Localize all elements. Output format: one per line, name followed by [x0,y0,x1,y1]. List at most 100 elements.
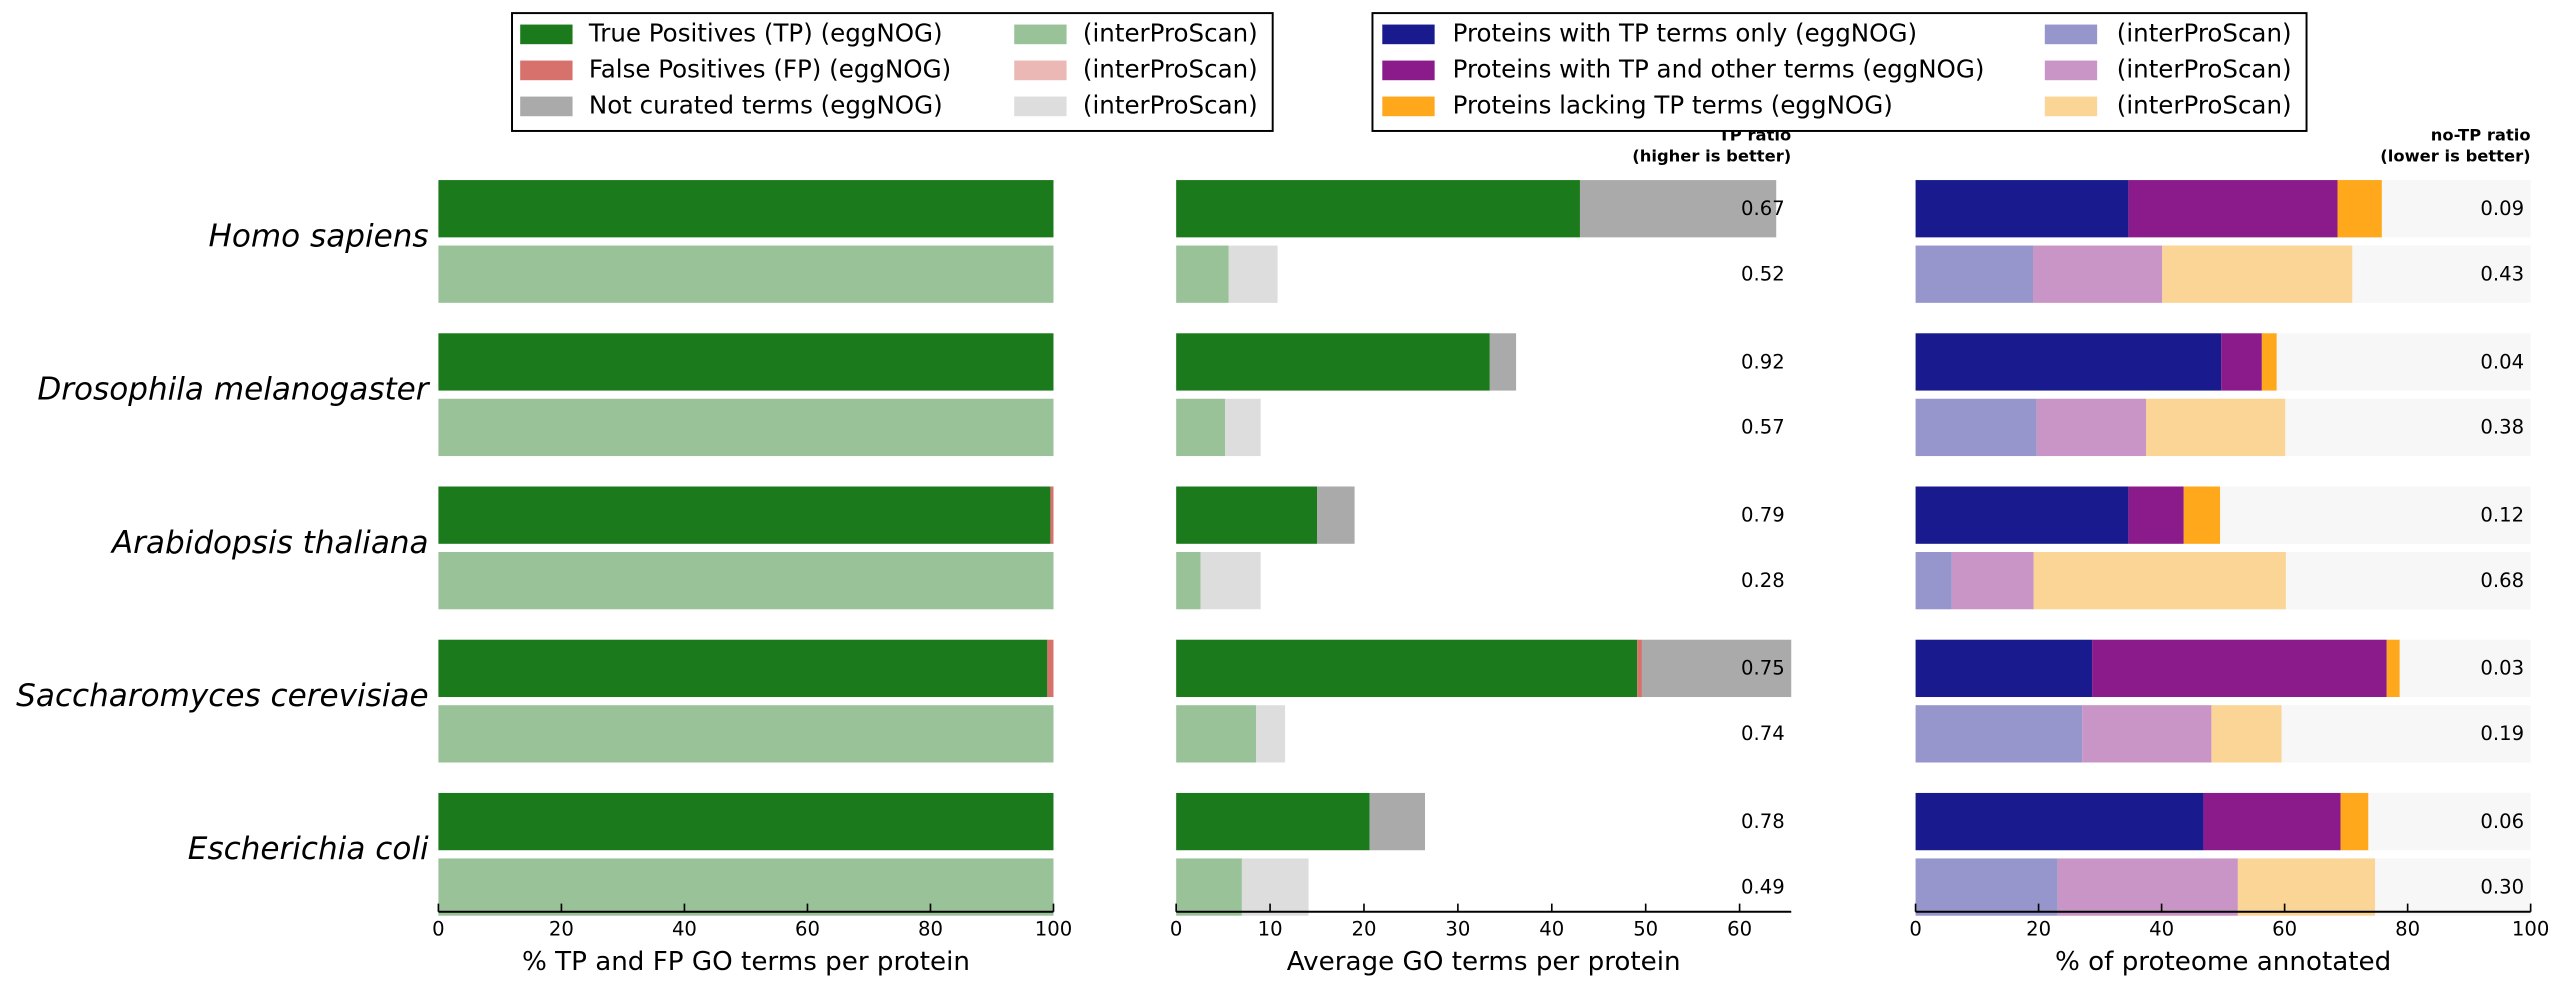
legend-swatch [2044,96,2098,117]
ratio-title: (higher is better) [1632,147,1791,166]
x-tick-label: 40 [1539,917,1564,940]
bar-segment [438,180,1054,238]
x-tick-label: 80 [2395,917,2420,940]
x-tick-label: 60 [2272,917,2297,940]
ratio-label: 0.75 [1741,657,1785,680]
bar-segment [2203,792,2341,851]
legend-label: Proteins with TP terms only (eggNOG) [1453,18,1917,47]
bar-segment [1176,245,1229,303]
category-label: Saccharomyces cerevisiae [16,678,428,714]
legend-label: (interProScan) [1083,18,1258,47]
ratio-label: 0.28 [1741,569,1785,592]
ratio-label: 0.68 [2480,569,2524,592]
bar-segment [2162,245,2353,303]
x-tick-label: 60 [1727,917,1752,940]
bar-segment [1915,486,2129,544]
bar-segment [1641,639,1792,698]
ratio-label: 0.19 [2480,722,2524,745]
bar-segment [438,858,1054,916]
ratio-label: 0.03 [2480,657,2524,680]
bar-segment [1915,551,1952,610]
bar-segment [1915,705,2083,763]
ratio-label: 0.57 [1741,416,1785,439]
bar-segment [1241,858,1309,916]
legend-box [511,12,1274,132]
legend-swatch [2044,24,2098,45]
bar-segment [2036,398,2147,457]
bar-segment [1915,333,2222,391]
bar-segment [2340,792,2369,851]
x-tick-label: 100 [2512,917,2549,940]
x-tick-label: 50 [1633,917,1658,940]
x-tick-label: 40 [672,917,697,940]
bar-segment [1176,333,1490,391]
bar-segment [438,333,1054,391]
ratio-label: 0.79 [1741,503,1785,526]
bar-segment [2183,486,2221,544]
category-label: Arabidopsis thaliana [110,525,429,561]
legend-label: (interProScan) [1083,54,1258,83]
legend-swatch [1382,96,1435,117]
bar-segment [1637,639,1642,698]
bar-segment [438,792,1054,851]
ratio-label: 0.04 [2480,350,2524,373]
legend-box [1371,12,2308,132]
x-tick-label: 80 [918,917,943,940]
bar-segment [1176,180,1580,238]
ratio-label: 0.38 [2480,416,2524,439]
bar-segment [1579,180,1777,238]
x-tick-label: 0 [1170,917,1182,940]
legend-swatch [2044,60,2098,81]
bar-segment [2057,858,2238,916]
x-tick-label: 0 [432,917,444,940]
legend-label: (interProScan) [2117,18,2292,47]
bar-segment [1915,792,2204,851]
bar-segment [438,398,1054,457]
ratio-title: no-TP ratio [2431,125,2531,144]
x-tick-label: 60 [795,917,820,940]
bar-segment [2092,639,2387,698]
bar-segment [2237,858,2376,916]
bar-segment [1915,639,2093,698]
bar-segment [1176,858,1242,916]
ratio-label: 0.30 [2480,875,2524,898]
legend-swatch [1382,24,1435,45]
x-tick-label: 0 [1909,917,1921,940]
bar-segment [438,486,1051,544]
bar-segment [1176,705,1256,763]
bar-segment [1176,398,1226,457]
ratio-label: 0.74 [1741,722,1785,745]
bar-segment [1255,705,1286,763]
bar-segment [1176,639,1638,698]
x-tick-label: 30 [1445,917,1470,940]
category-label: Homo sapiens [208,218,428,254]
legend-label: (interProScan) [2117,54,2292,83]
ratio-title: (lower is better) [2380,147,2530,166]
bar-segment [2082,705,2212,763]
x-tick-label: 20 [1351,917,1376,940]
bar-segment [1228,245,1278,303]
bar-segment [2221,333,2262,391]
category-label: Escherichia coli [188,831,429,867]
legend-swatch [1014,60,1067,81]
ratio-label: 0.49 [1741,875,1785,898]
bar-segment [2128,486,2184,544]
bar-segment [1047,639,1054,698]
bar-segment [1225,398,1261,457]
bar-segment [1915,180,2129,238]
bar-segment [1050,486,1054,544]
bar-segment [2261,333,2277,391]
legend-label: (interProScan) [2117,90,2292,119]
ratio-label: 0.43 [2480,263,2524,286]
ratio-label: 0.67 [1741,197,1785,220]
ratio-label: 0.52 [1741,263,1785,286]
ratio-label: 0.12 [2480,503,2524,526]
ratio-label: 0.06 [2480,810,2524,833]
bar-segment [438,639,1048,698]
ratio-label: 0.78 [1741,810,1785,833]
bar-segment [1176,486,1318,544]
x-axis-label: Average GO terms per protein [1287,947,1681,977]
legend-swatch [520,96,573,117]
bar-segment [2211,705,2282,763]
bar-segment [1915,398,2037,457]
